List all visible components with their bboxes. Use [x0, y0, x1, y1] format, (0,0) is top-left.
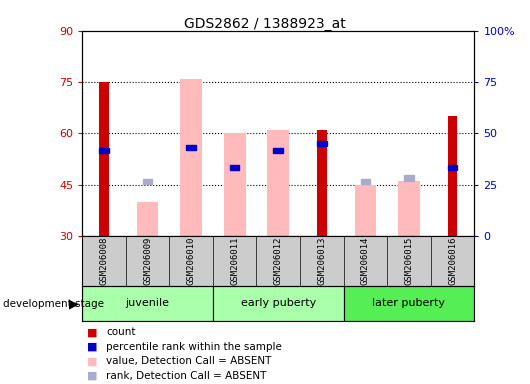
Text: later puberty: later puberty: [373, 298, 446, 308]
Bar: [187, 144, 196, 150]
Bar: [267, 130, 289, 236]
Text: percentile rank within the sample: percentile rank within the sample: [106, 342, 282, 352]
Text: count: count: [106, 327, 136, 337]
Text: ■: ■: [87, 327, 98, 337]
Text: GSM206013: GSM206013: [317, 237, 326, 285]
Text: value, Detection Call = ABSENT: value, Detection Call = ABSENT: [106, 356, 271, 366]
Text: GSM206012: GSM206012: [274, 237, 282, 285]
Bar: [213, 286, 343, 321]
Text: ■: ■: [87, 356, 98, 366]
Text: ▶: ▶: [69, 298, 78, 311]
Text: development stage: development stage: [3, 299, 104, 309]
Bar: [448, 165, 457, 170]
Bar: [137, 202, 158, 236]
Bar: [273, 148, 283, 153]
Text: GDS2862 / 1388923_at: GDS2862 / 1388923_at: [184, 17, 346, 31]
Text: rank, Detection Call = ABSENT: rank, Detection Call = ABSENT: [106, 371, 267, 381]
Bar: [448, 116, 457, 236]
Text: GSM206010: GSM206010: [187, 237, 196, 285]
Text: ■: ■: [87, 371, 98, 381]
Bar: [398, 181, 420, 236]
Bar: [355, 185, 376, 236]
Bar: [99, 82, 109, 236]
Bar: [99, 148, 109, 153]
Text: ■: ■: [87, 342, 98, 352]
Bar: [224, 134, 245, 236]
Bar: [343, 286, 474, 321]
Text: GSM206009: GSM206009: [143, 237, 152, 285]
Bar: [180, 79, 202, 236]
Bar: [143, 179, 152, 184]
Text: GSM206016: GSM206016: [448, 237, 457, 285]
Bar: [82, 286, 213, 321]
Bar: [317, 130, 326, 236]
Bar: [360, 179, 370, 184]
Text: GSM206008: GSM206008: [100, 237, 109, 285]
Text: juvenile: juvenile: [126, 298, 170, 308]
Bar: [230, 165, 240, 170]
Text: GSM206014: GSM206014: [361, 237, 370, 285]
Bar: [317, 141, 326, 146]
Text: GSM206011: GSM206011: [230, 237, 239, 285]
Bar: [404, 175, 414, 180]
Text: GSM206015: GSM206015: [404, 237, 413, 285]
Text: early puberty: early puberty: [241, 298, 316, 308]
